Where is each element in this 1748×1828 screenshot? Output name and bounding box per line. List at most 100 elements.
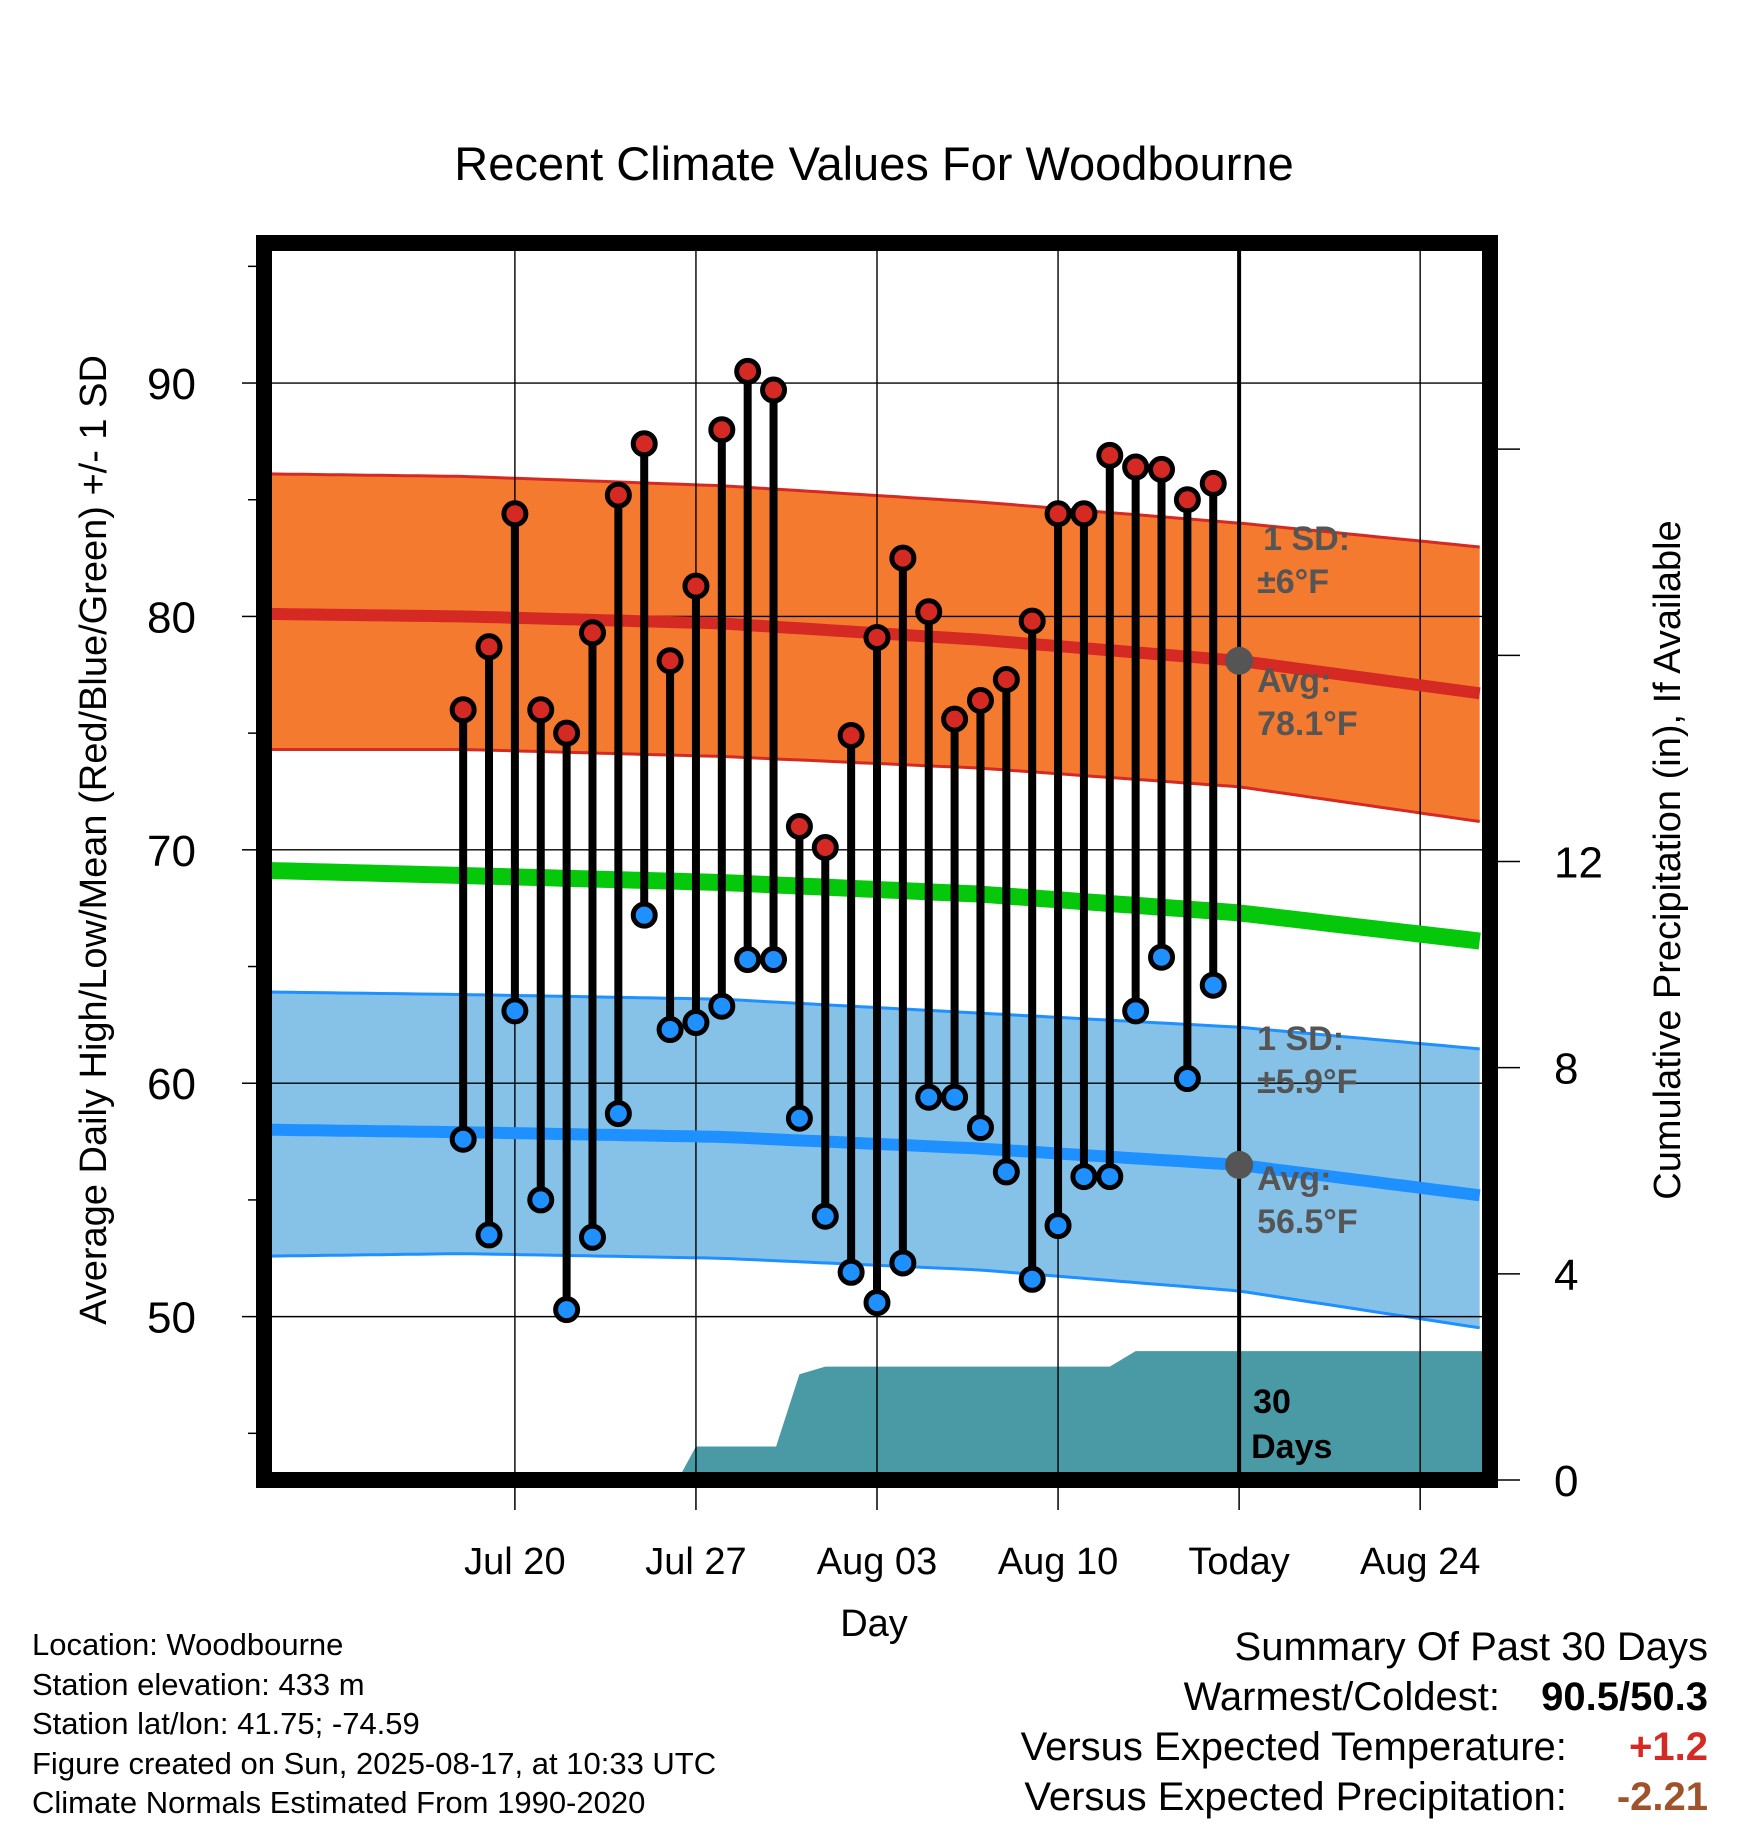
summary-precip: Versus Expected Precipitation: -2.21 [1021,1772,1708,1822]
x-axis-label: Day [840,1603,908,1645]
plot-area: 1 SD: ±6°F Avg: 78.1°F 1 SD: ±5.9°F Avg: 56.5°F… [264,243,1490,1480]
daily-high-point [630,430,658,458]
daily-high-point [837,721,865,749]
daily-high-point [1044,500,1072,528]
daily-low-point [501,997,529,1025]
coldest-value: 50.3 [1630,1675,1708,1719]
daily-low-point [1199,971,1227,999]
daily-high-point [527,696,555,724]
created-text: Figure created on Sun, 2025-08-17, at 10… [32,1745,717,1781]
x-tick-label: Jul 27 [645,1541,746,1583]
daily-low-point [1122,997,1150,1025]
summary-temp: Versus Expected Temperature: +1.2 [1021,1722,1708,1772]
daily-high-point [553,719,581,747]
daily-high-point [708,416,736,444]
low-sd-lower-edge [264,1252,1480,1330]
axes: 50 60 70 80 90 0 4 8 12 Jul 20 Jul 27 Aug 03 Aug 10 T… [147,235,1603,1583]
y-tick-label-right: 8 [1554,1045,1578,1094]
daily-low-point [734,946,762,974]
warm-cold-value: 90.5/50.3 [1541,1675,1708,1719]
daily-low-point [449,1125,477,1153]
daily-low-point [863,1289,891,1317]
precip-area [282,1351,1490,1480]
daily-low-point [630,901,658,929]
y-tick-label-right: 4 [1554,1251,1578,1300]
temp-label: Versus Expected Temperature: [1020,1725,1567,1769]
period-days-label: Days [1251,1428,1332,1466]
daily-low-point [527,1186,555,1214]
today-high-avg-marker [1225,646,1254,675]
summary-title: Summary Of Past 30 Days [1234,1625,1708,1669]
daily-low-point [708,992,736,1020]
daily-high-point [1096,441,1124,469]
chart-title: Recent Climate Values For Woodbourne [454,137,1293,190]
plot-content: 1 SD: ±6°F Avg: 78.1°F 1 SD: ±5.9°F Avg: 56.5°F… [264,243,1490,1480]
y-axis-label-left: Average Daily High/Low/Mean (Red/Blue/Gr… [73,355,115,1325]
summary-panel: Summary Of Past 30 Days Warmest/Coldest:… [1021,1622,1708,1822]
daily-high-point [1148,455,1176,483]
precip-label: Versus Expected Precipitation: [1024,1775,1567,1819]
daily-low-point [1018,1265,1046,1293]
daily-high-point [760,376,788,404]
station-info: Location: Woodbourne Station elevation: … [32,1625,716,1823]
period-days-number: 30 [1253,1383,1291,1421]
high-sd-label: 1 SD: [1263,520,1350,558]
daily-low-point [889,1249,917,1277]
daily-high-point [501,500,529,528]
location-text: Location: Woodbourne [32,1627,344,1662]
high-sd-value: ±6°F [1257,563,1329,601]
daily-low-point [1148,943,1176,971]
daily-high-point [992,665,1020,693]
daily-high-point [966,686,994,714]
daily-low-point [1173,1065,1201,1093]
today-low-avg-marker [1225,1150,1254,1179]
y-tick-label-left: 90 [147,360,196,409]
x-tick-label: Today [1188,1541,1289,1583]
x-tick-label: Aug 24 [1360,1541,1480,1583]
y-tick-label-right: 0 [1554,1457,1578,1506]
daily-low-point [682,1009,710,1037]
warm-cold-label: Warmest/Coldest: [1183,1675,1501,1719]
normal-mean-line [264,861,1481,950]
daily-high-point [604,481,632,509]
y-tick-label-left: 80 [147,593,196,642]
daily-low-point [1044,1212,1072,1240]
daily-low-point [604,1100,632,1128]
low-avg-label: Avg: [1257,1160,1331,1198]
elevation-text: Station elevation: 433 m [32,1666,365,1702]
low-sd-label: 1 SD: [1257,1020,1344,1058]
daily-high-point [656,647,684,675]
y-tick-label-left: 70 [147,827,196,876]
daily-high-point [682,572,710,600]
summary-warm-cold: Warmest/Coldest: 90.5/50.3 [1021,1672,1708,1722]
daily-low-point [1096,1163,1124,1191]
y-tick-label-left: 60 [147,1060,196,1109]
plot-frame [256,235,1498,1488]
latlon-text: Station lat/lon: 41.75; -74.59 [32,1706,420,1741]
temp-value: +1.2 [1629,1725,1708,1769]
daily-high-point [941,705,969,733]
daily-high-point [811,833,839,861]
daily-low-point [578,1223,606,1251]
daily-high-point [915,598,943,626]
y-tick-label-left: 50 [147,1294,196,1343]
high-sd-upper-edge [264,472,1480,549]
daily-low-point [966,1114,994,1142]
daily-high-point [449,696,477,724]
daily-high-point [1018,607,1046,635]
daily-low-point [811,1202,839,1230]
high-avg-value: 78.1°F [1257,705,1358,743]
daily-high-point [889,544,917,572]
daily-high-point [785,812,813,840]
x-tick-label: Aug 10 [998,1541,1118,1583]
daily-low-point [837,1258,865,1286]
daily-high-point [863,623,891,651]
daily-low-point [656,1016,684,1044]
daily-high-point [578,619,606,647]
y-axis-label-right: Cumulative Precipitation (in), If Availa… [1647,520,1689,1199]
daily-low-point [760,946,788,974]
daily-high-point [1070,500,1098,528]
daily-high-point [475,633,503,661]
daily-high-point [1122,453,1150,481]
